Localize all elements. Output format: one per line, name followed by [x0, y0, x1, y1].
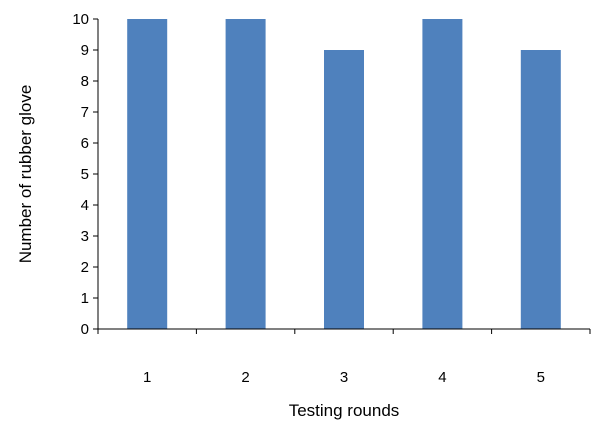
y-tick-label: 9 — [81, 42, 89, 59]
bar-1 — [127, 19, 168, 329]
x-tick-label: 5 — [537, 369, 545, 386]
y-tick-label: 1 — [81, 290, 89, 307]
y-tick-label: 0 — [81, 321, 89, 338]
bar-group — [127, 19, 561, 329]
bar-3 — [324, 50, 364, 329]
y-tick-label: 5 — [81, 166, 89, 183]
y-tick-label: 6 — [81, 135, 89, 152]
y-tick-label: 4 — [81, 197, 89, 214]
y-tick-label: 8 — [81, 73, 89, 90]
x-axis-ticks: 1 2 3 4 5 — [97, 329, 591, 386]
x-tick-label: 2 — [241, 369, 249, 386]
y-tick-label: 10 — [72, 11, 89, 28]
y-tick-label: 3 — [81, 228, 89, 245]
y-axis-title: Number of rubber glove — [16, 85, 35, 264]
y-tick-label: 2 — [81, 259, 89, 276]
x-tick-label: 3 — [340, 369, 348, 386]
bar-2 — [225, 19, 266, 329]
bar-5 — [520, 50, 561, 329]
x-tick-label: 4 — [438, 369, 446, 386]
x-tick-label: 1 — [143, 369, 151, 386]
bar-4 — [422, 19, 463, 329]
y-axis-ticks: 0 1 2 3 4 5 6 7 8 9 10 — [72, 11, 98, 338]
x-axis-title: Testing rounds — [289, 401, 400, 420]
y-tick-label: 7 — [81, 104, 89, 121]
